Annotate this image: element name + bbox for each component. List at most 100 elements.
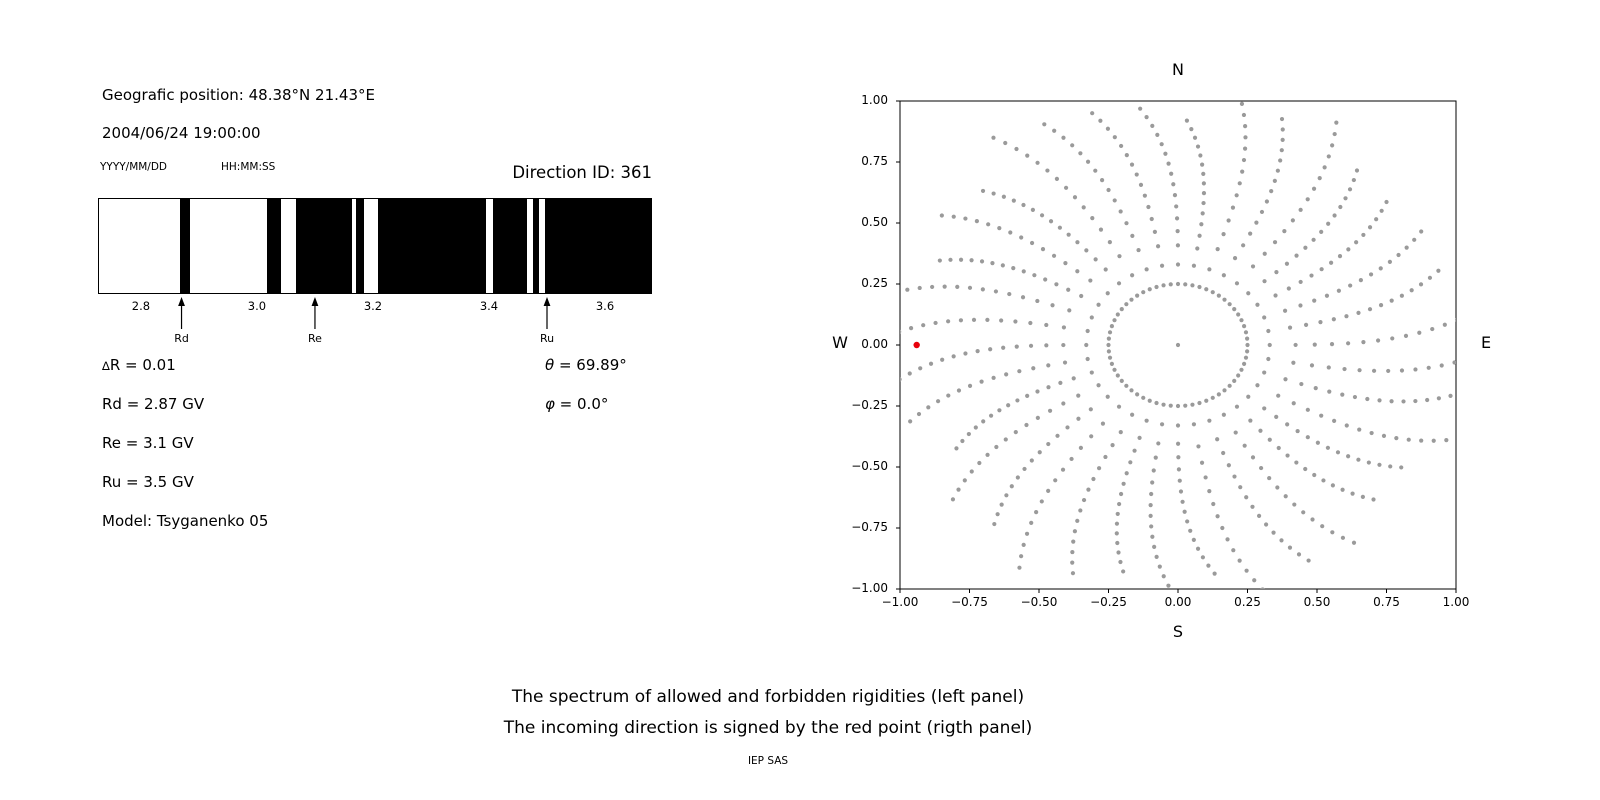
direction-dot [1118,559,1123,565]
direction-dot [1425,397,1430,403]
direction-dot [1237,558,1242,563]
direction-dot [1379,208,1384,213]
direction-dot [935,399,941,404]
direction-dot [956,388,962,393]
direction-dot [1250,504,1255,509]
direction-dot [1232,307,1237,312]
direction-dot [1115,540,1120,546]
direction-dot [1070,549,1075,555]
direction-dot [1221,273,1226,278]
direction-dot [1175,423,1181,428]
direction-dot [1312,472,1317,478]
direction-dot [1013,430,1018,435]
direction-dot [918,366,923,371]
direction-dot [1298,279,1303,285]
direction-dot [967,285,973,290]
compass-east-label: E [1480,333,1492,352]
direction-dot [1311,186,1317,191]
forbidden-band [378,199,486,293]
direction-dot [1301,510,1306,515]
direction-dot [1065,425,1070,430]
direction-dot [1135,293,1140,298]
direction-dot [1096,383,1101,388]
direction-dot [1107,330,1113,335]
direction-dot [917,285,922,291]
direction-dot [1144,267,1149,272]
direction-dot [1153,455,1158,460]
direction-dot [954,446,959,451]
direction-dot [1361,232,1366,238]
direction-dot [990,261,995,266]
direction-dot [1130,412,1135,417]
direction-dot [1368,272,1374,277]
direction-dot [1399,293,1404,298]
direction-dot [1264,199,1269,204]
direction-dot [1452,360,1456,365]
direction-dot [1291,360,1296,365]
direction-dot [1118,209,1123,214]
direction-dot [1017,369,1022,374]
direction-dot [993,289,999,294]
direction-dot [979,259,985,264]
direction-dot [1347,187,1353,192]
direction-dot [1318,320,1323,325]
direction-dot [1232,256,1238,261]
direction-dot [1191,422,1197,427]
x-tick-label: −1.00 [881,595,919,609]
direction-dot [1378,303,1384,308]
direction-dot [1115,312,1120,317]
direction-dot [979,379,984,384]
direction-dot [969,469,974,474]
direction-dot [1047,408,1053,413]
direction-dot [1386,368,1391,374]
direction-dot [1019,235,1024,240]
direction-dot [1156,441,1161,446]
direction-dot [1210,290,1215,295]
direction-dot [1396,252,1401,258]
direction-dot [1258,428,1263,433]
direction-dot [951,214,956,219]
direction-dot [1358,278,1363,283]
y-tick-label: 0.25 [861,276,888,290]
direction-dot [1274,414,1279,420]
direction-dot [1066,232,1071,237]
direction-dot [1262,315,1267,320]
direction-dot [1394,436,1399,441]
direction-dot [1071,539,1076,544]
incoming-direction-point [913,341,920,349]
x-tick-label: −0.25 [1090,595,1127,609]
direction-dot [1227,383,1232,388]
direction-dot [1103,454,1108,460]
direction-dot [1072,529,1078,534]
direction-dot [1159,422,1165,427]
direction-dot [1029,240,1035,246]
direction-dot [1116,281,1122,286]
direction-dot [1216,293,1221,298]
direction-dot [1029,458,1034,463]
direction-dot [1062,360,1068,365]
direction-dot [973,425,978,430]
direction-dot [1275,168,1280,173]
direction-dot [1292,502,1297,507]
direction-dot [963,216,968,221]
direction-dot [1357,368,1362,373]
direction-dot [1322,165,1327,170]
direction-dot [1274,269,1279,275]
direction-dot [1238,485,1243,490]
direction-dot [1389,298,1394,303]
direction-dot [1276,445,1281,451]
direction-dot [1168,403,1173,408]
direction-dot [1203,475,1208,480]
direction-dot [1039,213,1045,218]
cutoff-arrow-head [543,297,551,306]
direction-dot [1207,488,1212,494]
direction-dot [1014,344,1019,349]
direction-dot [1090,215,1095,221]
param-delta-r: ∆R = 0.01 [102,356,176,374]
direction-dot [1098,118,1103,123]
rigidity-tick-label: 3.4 [479,299,499,313]
forbidden-band [356,199,365,293]
direction-dot [1399,465,1404,470]
direction-dot [1019,554,1024,559]
direction-dot [1272,178,1277,184]
